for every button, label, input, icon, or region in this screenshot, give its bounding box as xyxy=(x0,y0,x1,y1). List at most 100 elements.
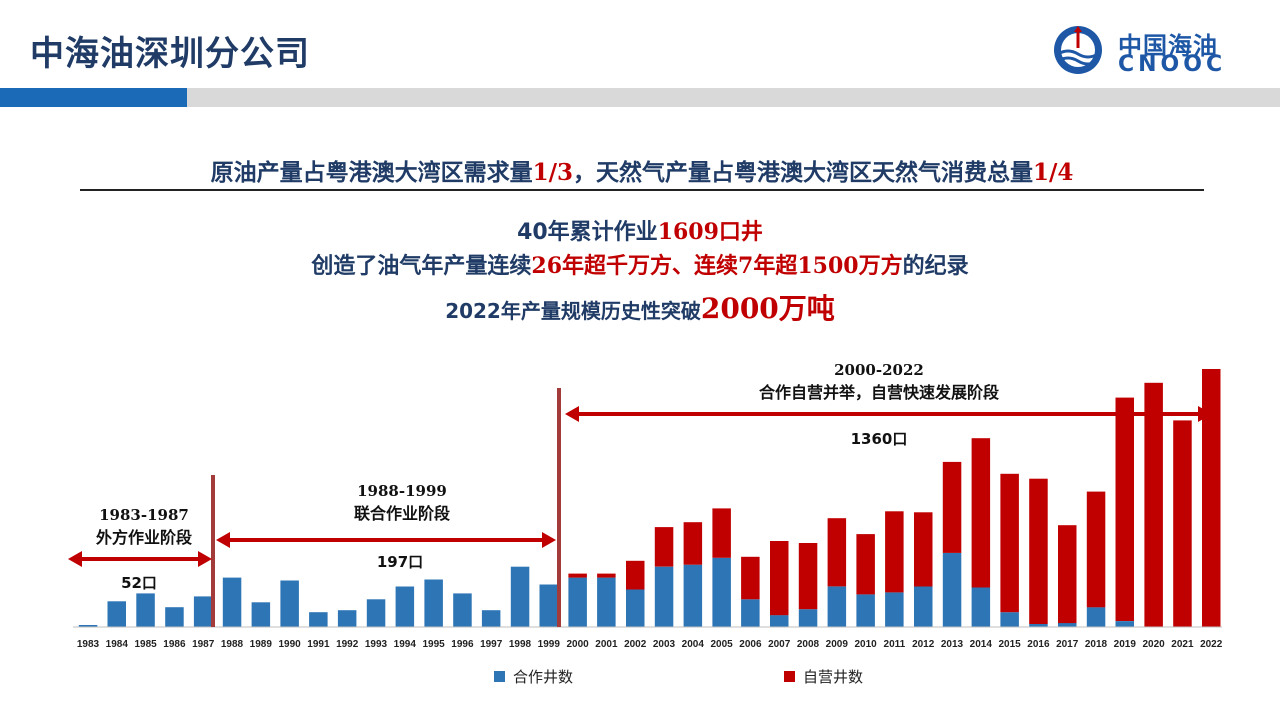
logo-english-text: CNOOC xyxy=(1118,52,1227,77)
x-tick-1990: 1990 xyxy=(278,639,301,650)
legend-label-coop: 合作井数 xyxy=(513,668,574,686)
bar-self-2011 xyxy=(885,511,904,593)
phase3-count: 1360口 xyxy=(851,430,908,448)
bar-self-2000 xyxy=(568,573,587,578)
phase1-label: 外方作业阶段 xyxy=(95,528,193,547)
bar-self-2021 xyxy=(1173,420,1192,627)
phase2-label: 联合作业阶段 xyxy=(354,504,451,523)
x-tick-1997: 1997 xyxy=(480,639,503,650)
bar-coop-2012 xyxy=(914,586,933,627)
phase3-years: 2000-2022 xyxy=(834,361,924,379)
x-tick-1986: 1986 xyxy=(163,639,186,650)
bar-self-2020 xyxy=(1144,382,1163,627)
bar-coop-2017 xyxy=(1058,623,1077,627)
bar-coop-2002 xyxy=(626,589,645,627)
bar-self-2010 xyxy=(856,534,875,595)
bar-coop-1984 xyxy=(107,601,126,627)
bar-coop-2019 xyxy=(1115,621,1134,627)
bar-coop-2007 xyxy=(770,615,789,627)
bar-self-2018 xyxy=(1086,491,1106,608)
bar-coop-2003 xyxy=(654,566,674,627)
x-tick-2005: 2005 xyxy=(710,639,733,650)
bar-self-2022 xyxy=(1202,369,1221,627)
bar-coop-1985 xyxy=(136,593,155,627)
legend-swatch-coop xyxy=(494,671,505,682)
bar-self-2003 xyxy=(654,527,674,567)
x-tick-2011: 2011 xyxy=(884,639,906,650)
bar-coop-1991 xyxy=(309,612,328,627)
bar-coop-1998 xyxy=(510,566,530,627)
stat-line-record: 创造了油气年产量连续26年超千万方、连续7年超1500万方的纪录 xyxy=(311,253,969,279)
bar-self-2001 xyxy=(597,573,616,578)
x-tick-2012: 2012 xyxy=(912,639,935,650)
bar-self-2016 xyxy=(1029,478,1048,624)
x-tick-2016: 2016 xyxy=(1027,639,1050,650)
bar-coop-1993 xyxy=(366,599,386,627)
bar-self-2007 xyxy=(770,541,789,616)
bar-coop-1986 xyxy=(165,607,184,627)
bar-self-2002 xyxy=(626,560,645,590)
x-tick-2017: 2017 xyxy=(1056,639,1079,650)
bar-coop-1995 xyxy=(424,579,443,627)
bar-coop-1983 xyxy=(78,625,98,627)
wells-chart: 1983 1984 1985 1986 1987 1988 1989 1990 1991 1992… xyxy=(68,361,1223,650)
legend-swatch-self xyxy=(784,671,795,682)
x-tick-2022: 2022 xyxy=(1200,639,1223,650)
bar-coop-2004 xyxy=(683,564,703,627)
bar-coop-2016 xyxy=(1029,624,1048,627)
cnooc-emblem-icon xyxy=(1054,26,1102,74)
phase2-count: 197口 xyxy=(377,553,423,571)
x-tick-2015: 2015 xyxy=(998,639,1021,650)
stat-line-output: 2022年产量规模历史性突破2000万吨 xyxy=(445,292,835,325)
x-tick-1985: 1985 xyxy=(134,639,157,650)
x-tick-2000: 2000 xyxy=(566,639,589,650)
bar-coop-2001 xyxy=(597,577,616,627)
bar-coop-2015 xyxy=(1000,612,1019,627)
headline: 原油产量占粤港澳大湾区需求量1/3，天然气产量占粤港澳大湾区天然气消费总量1/4 xyxy=(210,159,1074,186)
bar-coop-2013 xyxy=(942,552,962,627)
bar-self-2004 xyxy=(683,522,703,565)
phase-arrow-2 xyxy=(216,532,556,548)
x-tick-2009: 2009 xyxy=(826,639,849,650)
bar-coop-1989 xyxy=(251,602,271,627)
x-tick-2020: 2020 xyxy=(1142,639,1165,650)
bar-coop-2008 xyxy=(798,609,818,627)
bar-self-2008 xyxy=(798,543,818,610)
phase-divider-1999 xyxy=(557,388,561,627)
cnooc-logo: 中国海油 CNOOC xyxy=(1052,24,1242,77)
bar-coop-1990 xyxy=(280,580,299,627)
headline-rule xyxy=(80,189,1204,191)
bar-coop-1988 xyxy=(222,577,242,627)
logo-chinese-text: 中国海油 xyxy=(1118,32,1218,60)
x-tick-2002: 2002 xyxy=(624,639,647,650)
header-divider-bar xyxy=(187,88,1280,107)
bar-coop-1997 xyxy=(481,610,501,627)
x-tick-2021: 2021 xyxy=(1171,639,1194,650)
stat-line-wells: 40年累计作业1609口井 xyxy=(517,219,763,245)
bar-coop-1999 xyxy=(539,584,558,627)
bar-coop-1987 xyxy=(193,596,213,627)
bar-self-2005 xyxy=(712,508,731,558)
phase1-years: 1983-1987 xyxy=(99,506,189,524)
x-tick-1988: 1988 xyxy=(221,639,244,650)
phase1-count: 52口 xyxy=(121,574,157,592)
bar-coop-2014 xyxy=(971,587,991,627)
bar-coop-2011 xyxy=(885,592,904,627)
phase-divider-1987 xyxy=(211,475,215,627)
legend-item-coop: 合作井数 xyxy=(494,666,573,687)
x-tick-2004: 2004 xyxy=(682,639,705,650)
bar-coop-1994 xyxy=(395,586,415,627)
phase-arrow-3 xyxy=(565,406,1212,422)
bar-self-2014 xyxy=(971,438,991,588)
x-tick-2007: 2007 xyxy=(768,639,791,650)
bar-coop-1992 xyxy=(337,610,357,627)
x-tick-1996: 1996 xyxy=(451,639,474,650)
bar-self-2019 xyxy=(1115,397,1134,621)
x-tick-2014: 2014 xyxy=(970,639,993,650)
x-tick-2013: 2013 xyxy=(941,639,964,650)
bar-self-2012 xyxy=(914,512,933,587)
x-tick-2003: 2003 xyxy=(653,639,676,650)
phase3-label: 合作自营并举，自营快速发展阶段 xyxy=(759,383,1000,402)
bar-self-2017 xyxy=(1058,525,1077,624)
x-tick-1992: 1992 xyxy=(336,639,359,650)
